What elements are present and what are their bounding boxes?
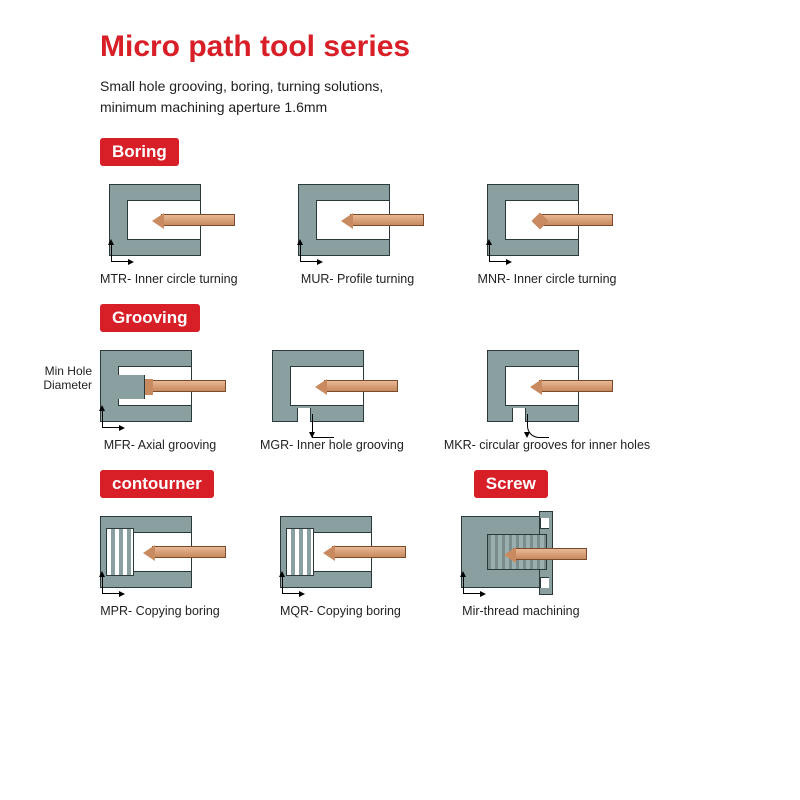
caption: MPR- Copying boring	[100, 604, 220, 618]
subtitle-line: Small hole grooving, boring, turning sol…	[100, 78, 383, 94]
tool-diagram	[487, 342, 607, 430]
subtitle-line: minimum machining aperture 1.6mm	[100, 99, 327, 115]
section-contour-screw: contourner Screw MPR- Copying boring MQR…	[100, 470, 740, 618]
section-label-boring: Boring	[100, 138, 179, 166]
tool-diagram	[298, 176, 418, 264]
tool-cell-mur: MUR- Profile turning	[298, 176, 418, 286]
tool-cell-mgr: MGR- Inner hole grooving	[260, 342, 404, 452]
section-label-screw: Screw	[474, 470, 548, 498]
section-boring: Boring MTR- Inner circle turning MUR- Pr…	[100, 138, 740, 286]
tool-cell-mfr: Min Hole Diameter MFR- Axial grooving	[100, 342, 220, 452]
tool-diagram	[487, 176, 607, 264]
section-label-grooving: Grooving	[100, 304, 200, 332]
tool-cell-mqr: MQR- Copying boring	[280, 508, 401, 618]
caption: MFR- Axial grooving	[104, 438, 217, 452]
section-label-contour: contourner	[100, 470, 214, 498]
tool-diagram	[461, 508, 581, 596]
page-title: Micro path tool series	[100, 30, 740, 64]
section-grooving: Grooving Min Hole Diameter MFR- Axial gr…	[100, 304, 740, 452]
tool-cell-mpr: MPR- Copying boring	[100, 508, 220, 618]
boring-grid: MTR- Inner circle turning MUR- Profile t…	[100, 176, 740, 286]
tool-cell-mir: Mir-thread machining	[461, 508, 581, 618]
caption: MNR- Inner circle turning	[478, 272, 617, 286]
tool-diagram	[280, 508, 400, 596]
contour-screw-grid: MPR- Copying boring MQR- Copying boring …	[100, 508, 740, 618]
caption: MQR- Copying boring	[280, 604, 401, 618]
tool-diagram	[100, 342, 220, 430]
grooving-grid: Min Hole Diameter MFR- Axial grooving MG…	[100, 342, 740, 452]
tool-diagram	[100, 508, 220, 596]
min-hole-label: Min Hole Diameter	[32, 364, 92, 393]
tool-cell-mkr: MKR- circular grooves for inner holes	[444, 342, 650, 452]
caption: MKR- circular grooves for inner holes	[444, 438, 650, 452]
caption: Mir-thread machining	[462, 604, 579, 618]
tool-diagram	[109, 176, 229, 264]
caption: MUR- Profile turning	[301, 272, 414, 286]
tool-diagram	[272, 342, 392, 430]
caption: MTR- Inner circle turning	[100, 272, 238, 286]
tool-cell-mnr: MNR- Inner circle turning	[478, 176, 617, 286]
caption: MGR- Inner hole grooving	[260, 438, 404, 452]
tool-cell-mtr: MTR- Inner circle turning	[100, 176, 238, 286]
page-subtitle: Small hole grooving, boring, turning sol…	[100, 76, 740, 118]
